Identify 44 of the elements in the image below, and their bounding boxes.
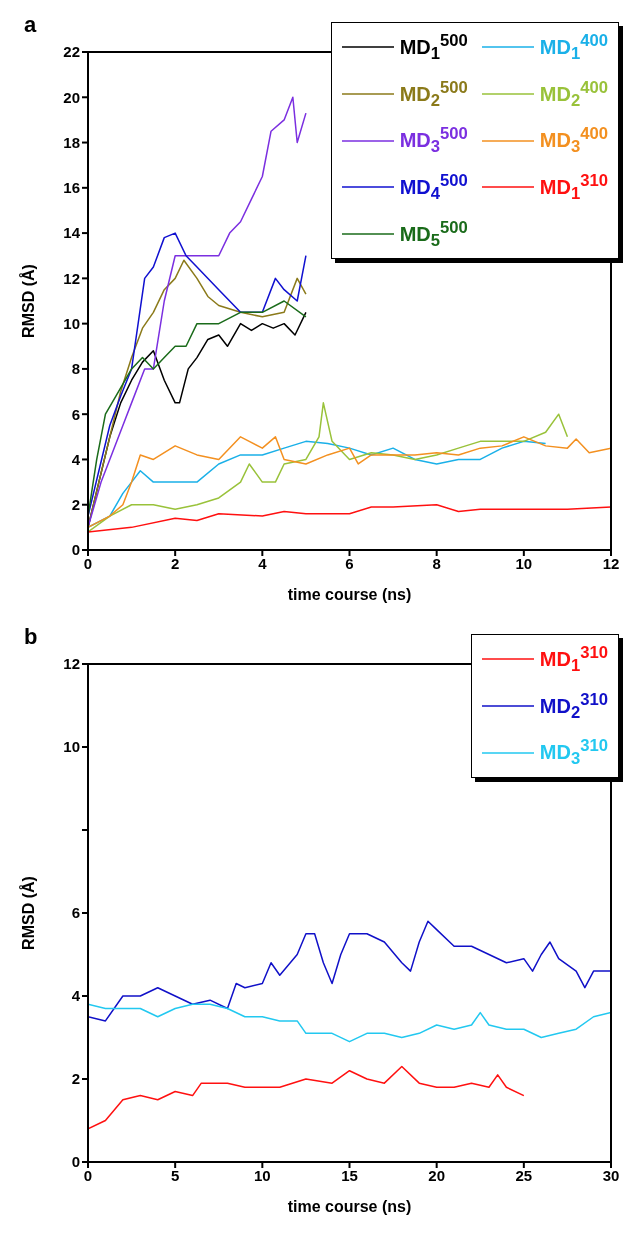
y-tick-label: 2	[71, 1070, 80, 1088]
x-tick-label: 0	[83, 554, 93, 572]
chart-title: b	[24, 624, 38, 650]
x-tick-label: 20	[428, 1166, 446, 1184]
x-tick-label: 6	[345, 554, 354, 572]
y-axis-title: RMSD (Å)	[18, 876, 37, 950]
x-tick-label: 30	[602, 1166, 620, 1184]
x-tick-label: 10	[515, 554, 533, 572]
y-tick-label: 6	[71, 904, 80, 922]
y-tick-label: 2	[71, 496, 80, 514]
y-tick-label: 0	[71, 1153, 80, 1171]
y-tick-label: 6	[71, 405, 80, 423]
y-tick-label: 22	[63, 43, 80, 61]
y-tick-label: 8	[71, 360, 80, 378]
y-tick-label: 20	[63, 88, 80, 106]
line-series	[88, 436, 611, 529]
x-tick-label: 25	[515, 1166, 533, 1184]
x-tick-label: 15	[341, 1166, 358, 1184]
x-axis-title: time course (ns)	[287, 1198, 412, 1215]
y-tick-label: 4	[71, 450, 81, 468]
x-tick-label: 8	[432, 554, 441, 572]
chart-title: a	[24, 12, 37, 38]
y-tick-label: 10	[63, 738, 80, 756]
y-axis-title: RMSD (Å)	[18, 264, 37, 338]
y-tick-label: 14	[63, 224, 81, 242]
x-axis-title: time course (ns)	[287, 586, 412, 603]
x-tick-label: 4	[258, 554, 268, 572]
x-tick-label: 12	[602, 554, 620, 572]
line-series	[88, 503, 611, 533]
y-tick-label: 10	[63, 314, 80, 332]
y-tick-label: 4	[71, 987, 81, 1005]
y-tick-label: 12	[63, 655, 80, 673]
line-series	[88, 1065, 525, 1130]
x-tick-label: 0	[83, 1166, 93, 1184]
y-tick-label: 12	[63, 269, 80, 287]
x-tick-label: 10	[253, 1166, 271, 1184]
line-series	[88, 1003, 611, 1043]
y-tick-label: 16	[63, 179, 80, 197]
line-series	[88, 920, 611, 1022]
y-tick-label: 18	[63, 133, 80, 151]
y-tick-label: 0	[71, 541, 80, 559]
x-tick-label: 2	[170, 554, 180, 572]
line-series	[88, 402, 569, 533]
x-tick-label: 5	[170, 1166, 180, 1184]
